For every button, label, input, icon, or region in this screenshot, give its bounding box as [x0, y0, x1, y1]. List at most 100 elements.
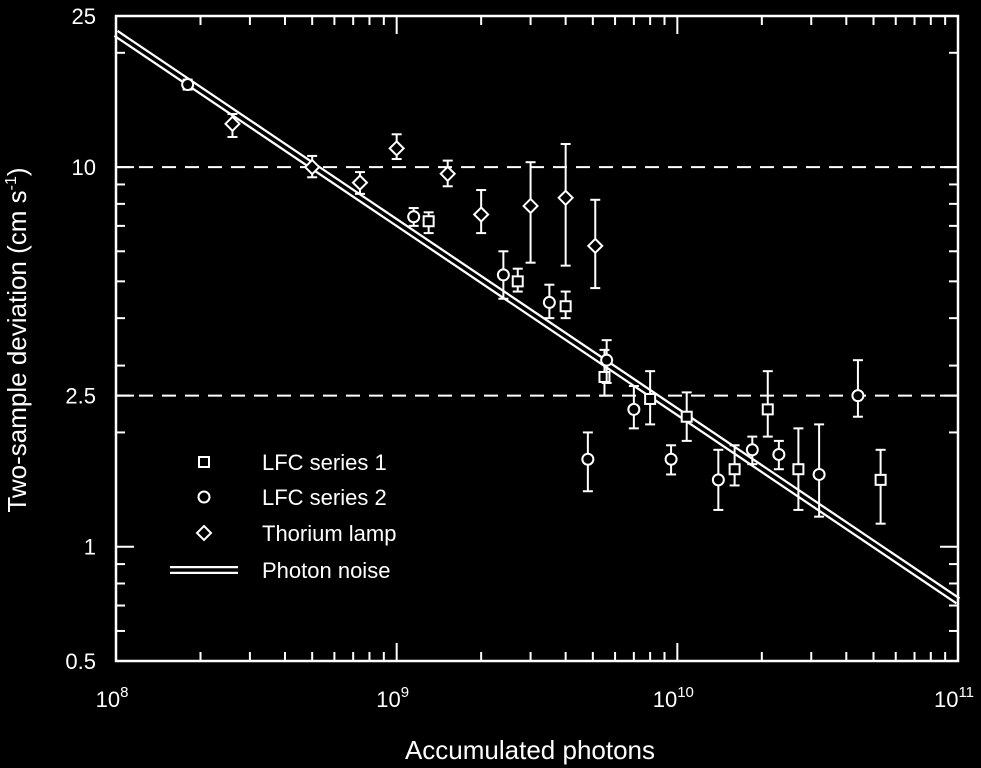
data-point — [559, 290, 572, 320]
data-point — [581, 431, 595, 493]
data-point — [627, 385, 641, 430]
data-point — [664, 444, 678, 476]
circle-marker — [581, 452, 595, 466]
data-point — [745, 435, 759, 466]
y-axis-title-close: ) — [2, 167, 32, 176]
x-tick-labels: 108 109 1010 1011 — [96, 684, 974, 712]
square-marker — [728, 463, 741, 476]
y-tick-label: 2.5 — [65, 384, 96, 409]
x-tick-label: 108 — [96, 684, 129, 712]
circle-marker — [772, 447, 786, 461]
photon-noise-inner — [115, 31, 959, 603]
legend-label: Photon noise — [262, 558, 390, 583]
circle-marker — [851, 389, 865, 403]
x-tick-label: 109 — [376, 684, 409, 712]
legend-square-icon — [198, 456, 210, 468]
circle-marker — [407, 210, 421, 224]
legend: LFC series 1 LFC series 2 Thorium lamp Phot… — [170, 450, 396, 583]
data-point — [303, 154, 321, 179]
data-point — [792, 427, 805, 511]
data-point — [812, 423, 826, 518]
reference-lines — [116, 166, 958, 397]
data-point — [600, 339, 614, 384]
data-point — [557, 143, 575, 267]
circle-marker — [664, 452, 678, 466]
y-tick-label: 10 — [72, 155, 96, 180]
legend-label: LFC series 2 — [262, 485, 387, 510]
photon-noise-line — [113, 30, 961, 605]
square-marker — [511, 275, 524, 288]
data-point — [224, 112, 241, 139]
data-point — [680, 391, 693, 442]
y-axis-title-exponent: -1 — [3, 176, 20, 190]
axes-ticks — [115, 15, 959, 662]
diamond-marker — [351, 174, 369, 192]
circle-marker — [745, 443, 759, 457]
data-point — [496, 250, 510, 300]
square-marker — [792, 463, 805, 476]
x-tick-label: 1010 — [653, 684, 694, 712]
y-axis-title: Two-sample deviation (cm s-1) — [2, 167, 32, 512]
data-point — [772, 439, 786, 471]
x-tick-label: 1011 — [934, 684, 974, 712]
data-point — [422, 211, 435, 235]
data-point — [472, 189, 490, 235]
data-point — [511, 267, 524, 293]
data-point — [181, 78, 195, 92]
x-tick-label-base: 10 — [653, 687, 677, 712]
legend-item: Photon noise — [170, 558, 390, 583]
data-point — [542, 283, 556, 320]
legend-item: LFC series 1 — [198, 450, 387, 475]
circle-marker — [496, 268, 510, 282]
legend-label: LFC series 1 — [262, 450, 387, 475]
legend-label: Thorium lamp — [262, 521, 396, 546]
data-point — [761, 370, 774, 438]
data-point — [439, 159, 457, 188]
circle-marker — [711, 473, 725, 487]
square-marker — [761, 403, 774, 416]
x-tick-label-base: 10 — [376, 687, 400, 712]
data-point — [586, 198, 604, 290]
plot-frame — [114, 14, 960, 663]
data-point — [711, 448, 725, 511]
square-marker — [598, 370, 611, 383]
legend-circle-icon — [197, 490, 211, 504]
y-axis-title-main: Two-sample deviation (cm s — [2, 190, 32, 512]
x-tick-label-exponent: 8 — [120, 684, 128, 701]
diamond-marker — [472, 206, 490, 223]
x-tick-label-base: 10 — [934, 687, 958, 712]
data-point — [874, 448, 887, 525]
legend-item: LFC series 2 — [197, 485, 387, 510]
diamond-marker — [224, 115, 241, 133]
circle-marker — [542, 295, 556, 309]
diamond-marker — [586, 237, 604, 255]
x-tick-label-exponent: 11 — [958, 684, 974, 701]
y-tick-label: 25 — [72, 4, 96, 29]
square-marker — [680, 410, 693, 423]
data-point — [851, 359, 865, 418]
square-marker — [644, 392, 657, 405]
data-points — [181, 78, 887, 525]
y-tick-label: 1 — [84, 535, 96, 560]
diamond-marker — [439, 165, 457, 183]
x-tick-label-base: 10 — [96, 687, 120, 712]
circle-marker — [812, 467, 826, 481]
diamond-marker — [388, 139, 406, 157]
diamond-marker — [303, 158, 321, 176]
diamond-marker — [557, 189, 575, 207]
diamond-marker — [522, 197, 539, 215]
square-marker — [559, 300, 572, 313]
y-tick-labels: 0.5 1 2.5 10 25 — [65, 4, 96, 674]
circle-marker — [181, 78, 195, 92]
data-point — [351, 171, 369, 195]
data-point — [407, 207, 421, 227]
x-tick-label-exponent: 10 — [677, 684, 694, 701]
legend-item: Thorium lamp — [195, 521, 396, 546]
square-marker — [874, 473, 887, 486]
data-point — [388, 133, 406, 161]
circle-marker — [600, 353, 614, 367]
data-point — [644, 370, 657, 426]
circle-marker — [627, 402, 641, 416]
data-point — [522, 161, 539, 264]
